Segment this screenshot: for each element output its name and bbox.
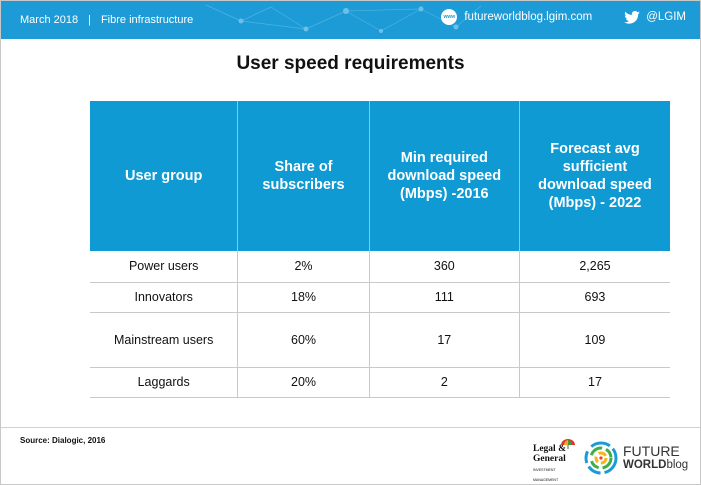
lg-logo-tagline: INVESTMENT MANAGEMENT (533, 468, 559, 482)
source-note: Source: Dialogic, 2016 (20, 436, 106, 445)
umbrella-icon (561, 439, 575, 449)
cell-user-group: Laggards (90, 367, 239, 398)
cell-forecast-speed: 109 (519, 312, 670, 368)
future-world-logo-icon (584, 441, 618, 475)
fw-logo-line3: blog (666, 459, 689, 471)
cell-forecast-speed: 693 (519, 282, 670, 313)
www-icon: www (441, 9, 458, 25)
table-row: Mainstream users 60% 17 109 (90, 312, 670, 368)
fw-logo-line2: WORLD (623, 459, 667, 471)
column-header-min-speed: Min required download speed (Mbps) -2016 (369, 101, 520, 251)
column-header-share: Share of subscribers (237, 101, 370, 251)
page-title: User speed requirements (236, 53, 465, 74)
legal-general-logo: Legal & General INVESTMENT MANAGEMENT (533, 439, 575, 484)
table-row: Laggards 20% 2 17 (90, 367, 670, 398)
lg-logo-line2: General (533, 454, 566, 464)
cell-share: 2% (237, 251, 370, 283)
footer-divider (1, 427, 700, 428)
cell-forecast-speed: 2,265 (519, 251, 670, 283)
column-header-forecast-speed: Forecast avg sufficient download speed (… (519, 101, 670, 251)
twitter-handle[interactable]: @LGIM (646, 11, 686, 23)
speed-requirements-table: User group Share of subscribers Min requ… (90, 101, 670, 398)
cell-share: 18% (237, 282, 370, 313)
header-section: Fibre infrastructure (100, 14, 194, 26)
cell-min-speed: 2 (369, 367, 520, 398)
cell-min-speed: 111 (369, 282, 520, 313)
table-row: Innovators 18% 111 693 (90, 282, 670, 313)
cell-min-speed: 360 (369, 251, 520, 283)
future-world-logo-text: FUTURE WORLDblog (623, 444, 688, 472)
website-link[interactable]: futureworldblog.lgim.com (464, 11, 593, 23)
header-left: March 2018 | Fibre infrastructure (20, 14, 193, 26)
lg-logo-line1: Legal & (533, 444, 566, 454)
cell-forecast-speed: 17 (519, 367, 670, 398)
cell-user-group: Mainstream users (90, 312, 239, 368)
cell-min-speed: 17 (369, 312, 520, 368)
cell-share: 60% (237, 312, 370, 368)
table-header-row: User group Share of subscribers Min requ… (90, 101, 670, 251)
column-header-user-group: User group (90, 101, 239, 251)
header-separator: | (88, 14, 91, 26)
twitter-icon[interactable] (624, 10, 641, 24)
cell-user-group: Power users (90, 251, 239, 283)
fw-logo-line1: FUTURE (623, 443, 680, 459)
network-pattern-icon (205, 4, 482, 33)
header-right: www futureworldblog.lgim.com @LGIM (441, 9, 686, 25)
header-date: March 2018 (20, 14, 79, 26)
cell-share: 20% (237, 367, 370, 398)
header-bar: March 2018 | Fibre infrastructure www futu… (1, 1, 700, 39)
cell-user-group: Innovators (90, 282, 239, 313)
table-row: Power users 2% 360 2,265 (90, 251, 670, 283)
